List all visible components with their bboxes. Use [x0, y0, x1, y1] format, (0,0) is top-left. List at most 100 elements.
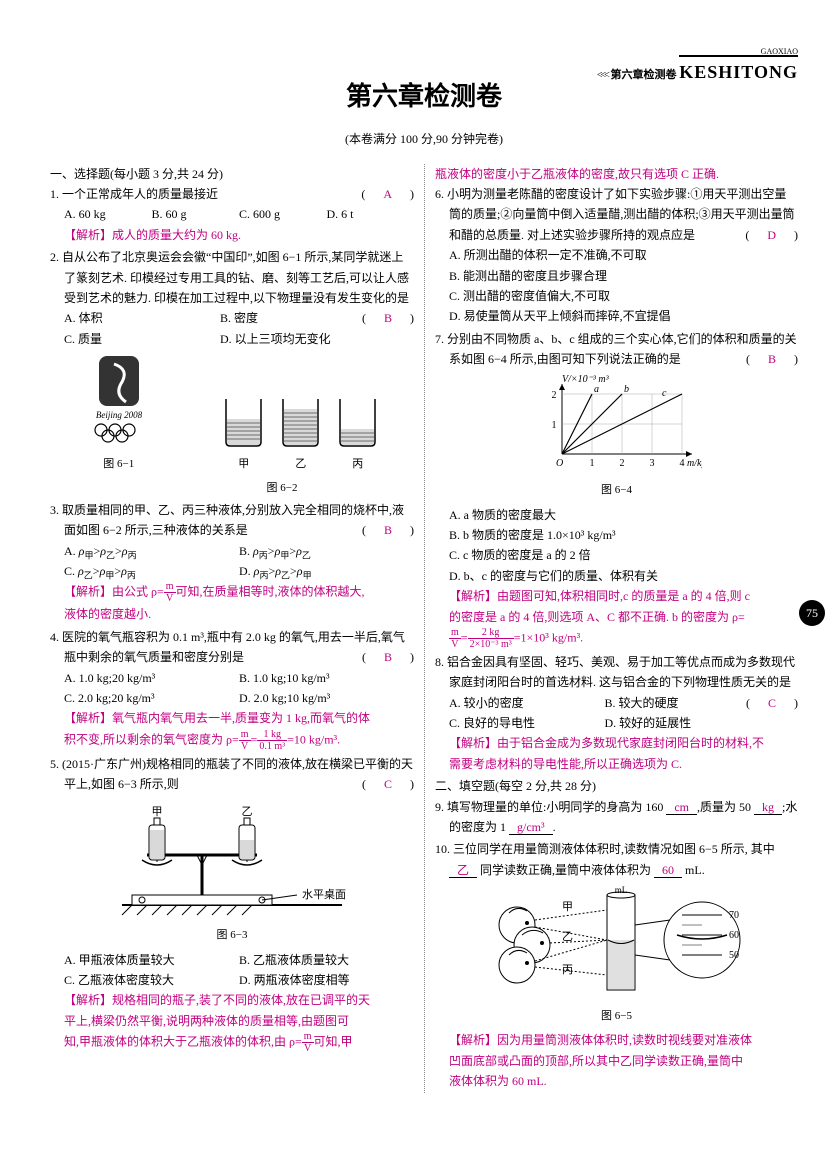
svg-text:Beijing 2008: Beijing 2008: [96, 410, 143, 420]
q7-analysis-1: 【解析】由题图可知,体积相同时,c 的质量是 a 的 4 倍,则 c: [435, 586, 798, 606]
question-6: 6. 小明为测量老陈醋的密度设计了如下实验步骤:①用天平测出空量筒的质量;②向量…: [435, 184, 798, 327]
q1-opt-a: A. 60 kg: [64, 204, 152, 224]
q3-stem: 3. 取质量相同的甲、乙、丙三种液体,分别放入完全相同的烧杯中,液面如图 6−2…: [50, 500, 414, 541]
q7-opt-a: A. a 物质的密度最大: [449, 505, 798, 525]
q8-answer-bracket: ( C ): [760, 693, 798, 713]
q6-answer-bracket: ( D ): [759, 225, 798, 245]
q10-blank2: 60: [654, 863, 682, 878]
q6-opt-c: C. 测出醋的密度值偏大,不可取: [449, 286, 798, 306]
figure-6-4: a b c 1 2 3 4 1 2 O V/×10⁻³ m³: [435, 374, 798, 499]
q4-f1n: m: [239, 729, 251, 741]
q4-f2n: 1 kg: [257, 729, 287, 741]
right-column: 瓶液体的密度小于乙瓶液体的密度,故只有选项 C 正确. 6. 小明为测量老陈醋的…: [424, 164, 798, 1094]
fig-6-4-label: 图 6−4: [435, 481, 798, 500]
q4-a2a: 积不变,所以剩余的氧气密度为 ρ=: [64, 732, 239, 746]
q5-opt-b: B. 乙瓶液体质量较大: [239, 950, 414, 970]
left-column: 一、选择题(每小题 3 分,共 24 分) 1. 一个正常成年人的质量最接近 (…: [50, 164, 424, 1094]
beaker-b: 乙: [278, 394, 323, 474]
svg-text:丙: 丙: [562, 964, 573, 976]
svg-text:70: 70: [729, 910, 739, 921]
beaker-c-label: 丙: [335, 455, 380, 474]
q5-stem-text: 5. (2015·广东广州)规格相同的瓶装了不同的液体,放在横梁已平衡的天平上,…: [50, 757, 413, 791]
q3-opt-d: D. ρ丙>ρ乙>ρ甲: [239, 561, 414, 581]
q2-opt-c: C. 质量: [64, 329, 220, 349]
chevron-marker: <<<: [597, 70, 608, 81]
beaker-b-icon: [278, 394, 323, 449]
content-columns: 一、选择题(每小题 3 分,共 24 分) 1. 一个正常成年人的质量最接近 (…: [50, 164, 798, 1094]
q5-analysis-1: 【解析】规格相同的瓶子,装了不同的液体,放在已调平的天: [50, 990, 414, 1010]
q8-opt-a: A. 较小的密度: [449, 693, 604, 713]
q10-td: mL.: [682, 863, 705, 877]
q7-analysis-3: mV=2 kg2×10⁻³ m³=1×10³ kg/m³.: [435, 627, 798, 650]
q9-ta: 9. 填写物理量的单位:小明同学的身高为 160: [435, 800, 666, 814]
q4-a2c: =10 kg/m³.: [287, 732, 340, 746]
q4-opt-c: C. 2.0 kg;20 kg/m³: [64, 688, 239, 708]
q7-options: A. a 物质的密度最大 B. b 物质的密度是 1.0×10³ kg/m³ C…: [435, 505, 798, 587]
q1-opt-b: B. 60 g: [152, 204, 240, 224]
q7-stem: 7. 分别由不同物质 a、b、c 组成的三个实心体,它们的体积和质量的关系如图 …: [435, 329, 798, 370]
chapter-title-small: 第六章检测卷: [611, 69, 677, 81]
q3-stem-text: 3. 取质量相同的甲、乙、丙三种液体,分别放入完全相同的烧杯中,液面如图 6−2…: [50, 503, 404, 537]
q4-opt-b: B. 1.0 kg;10 kg/m³: [239, 668, 414, 688]
q10-tc: 同学读数正确,量筒中液体体积为: [477, 863, 654, 877]
q7-f1n: m: [449, 627, 461, 639]
beaker-a: 甲: [221, 394, 266, 474]
svg-text:m/kg: m/kg: [687, 458, 702, 469]
q6-opt-b: B. 能测出醋的密度且步骤合理: [449, 266, 798, 286]
q7-a3b: =1×10³ kg/m³.: [514, 630, 583, 644]
q1-answer: A: [377, 187, 398, 201]
q9-blank3: g/cm³: [509, 820, 553, 835]
q7-opt-d: D. b、c 的密度与它们的质量、体积有关: [449, 566, 798, 586]
figure-6-1-6-2: Beijing 2008 图 6−1: [50, 354, 414, 474]
q4-stem-text: 4. 医院的氧气瓶容积为 0.1 m³,瓶中有 2.0 kg 的氧气,用去一半后…: [50, 630, 405, 664]
svg-text:2: 2: [551, 390, 556, 401]
q9-stem: 9. 填写物理量的单位:小明同学的身高为 160 cm,质量为 50 kg;水的…: [435, 797, 798, 838]
q4-stem: 4. 医院的氧气瓶容积为 0.1 m³,瓶中有 2.0 kg 的氧气,用去一半后…: [50, 627, 414, 668]
q7-line-b: b: [624, 384, 629, 395]
q8-analysis-2: 需要考虑材料的导电性能,所以正确选项为 C.: [435, 754, 798, 774]
question-3: 3. 取质量相同的甲、乙、丙三种液体,分别放入完全相同的烧杯中,液面如图 6−2…: [50, 500, 414, 625]
q10-analysis-3: 液体体积为 60 mL.: [435, 1071, 798, 1091]
q10-analysis-2: 凹面底部或凸面的顶部,所以其中乙同学读数正确,量筒中: [435, 1051, 798, 1071]
q7-f2d: 2×10⁻³ m³: [468, 639, 514, 650]
q8-stem-text: 8. 铝合金因具有坚固、轻巧、美观、易于加工等优点而成为多数现代家庭封闭阳台时的…: [435, 655, 795, 689]
beaker-b-label: 乙: [278, 455, 323, 474]
keshitong-label: KESHITONG: [679, 55, 798, 88]
figure-6-3: 甲 乙 水平桌面 图 6−3: [50, 800, 414, 945]
q10-ta: 10. 三位同学在用量筒测液体体积时,读数情况如图 6−5 所示,: [435, 842, 748, 856]
q3-opt-b: B. ρ丙>ρ甲>ρ乙: [239, 541, 414, 561]
q5-opt-d: D. 两瓶液体密度相等: [239, 970, 414, 990]
q9-te: .: [553, 820, 556, 834]
q5-fig-label-b: 乙: [242, 805, 253, 818]
q7-opt-c: C. c 物质的密度是 a 的 2 倍: [449, 545, 798, 565]
q5-fig-label-a: 甲: [152, 806, 163, 818]
q4-opt-d: D. 2.0 kg;10 kg/m³: [239, 688, 414, 708]
section2-head: 二、填空题(每空 2 分,共 28 分): [435, 776, 798, 796]
q1-opt-d: D. 6 t: [327, 204, 415, 224]
beijing-logo-icon: Beijing 2008: [84, 354, 154, 449]
question-4: 4. 医院的氧气瓶容积为 0.1 m³,瓶中有 2.0 kg 的氧气,用去一半后…: [50, 627, 414, 752]
q8-opt-d: D. 较好的延展性: [604, 713, 759, 733]
q7-stem-text: 7. 分别由不同物质 a、b、c 组成的三个实心体,它们的体积和质量的关系如图 …: [435, 332, 797, 366]
q9-blank2: kg: [754, 800, 782, 815]
q5-answer: C: [378, 777, 398, 791]
q5-a3a: 知,甲瓶液体的体积大于乙瓶液体的体积,由 ρ=: [64, 1034, 302, 1048]
q2-stem-text: 2. 自从公布了北京奥运会会徽“中国印”,如图 6−1 所示,某同学就迷上了篆刻…: [50, 250, 409, 305]
q3-answer: B: [378, 523, 398, 537]
q5-opt-a: A. 甲瓶液体质量较大: [64, 950, 239, 970]
q4-options: A. 1.0 kg;20 kg/m³ B. 1.0 kg;10 kg/m³ C.…: [50, 668, 414, 709]
beaker-c-icon: [335, 394, 380, 449]
q5-analysis-2: 平上,横梁仍然平衡,说明两种液体的质量相等,由题图可: [50, 1011, 414, 1031]
q3-analysis-pre: 【解析】由公式 ρ=: [64, 585, 164, 599]
q4-opt-a: A. 1.0 kg;20 kg/m³: [64, 668, 239, 688]
fig-6-3-label: 图 6−3: [50, 926, 414, 945]
q2-answer: B: [378, 311, 398, 325]
page-number-badge: 75: [799, 600, 825, 626]
q3-analysis: 【解析】由公式 ρ=mV可知,在质量相等时,液体的体积越大,: [50, 581, 414, 604]
q8-opt-c: C. 良好的导电性: [449, 713, 604, 733]
q7-analysis-2: 的密度是 a 的 4 倍,则选项 A、C 都不正确. b 的密度为 ρ=: [435, 607, 798, 627]
q6-stem: 6. 小明为测量老陈醋的密度设计了如下实验步骤:①用天平测出空量筒的质量;②向量…: [435, 184, 798, 245]
q6-stem-text: 6. 小明为测量老陈醋的密度设计了如下实验步骤:①用天平测出空量筒的质量;②向量…: [435, 187, 795, 242]
q4-a2b: =: [251, 732, 258, 746]
q5-a3b: 可知,甲: [314, 1034, 353, 1048]
